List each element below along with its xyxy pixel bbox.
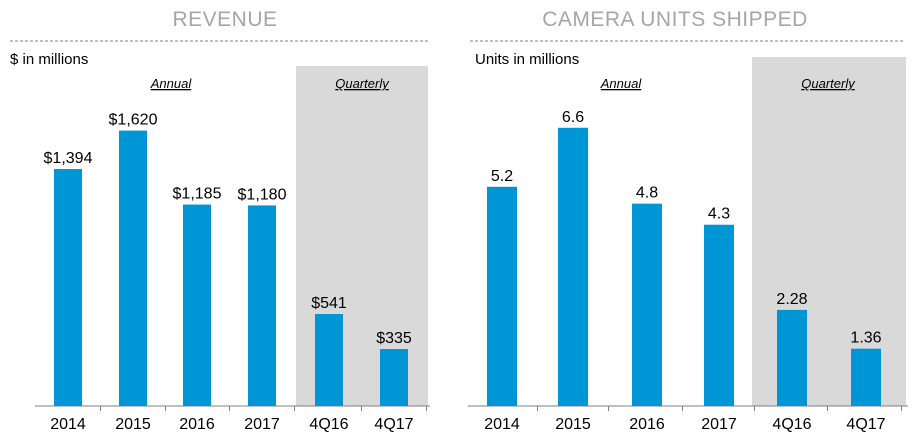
revenue-tick-label-2017: 2017 <box>244 416 280 433</box>
camera-units-data-label-2017: 4.3 <box>708 206 730 223</box>
camera-units-tick-label-2014: 2014 <box>484 416 520 433</box>
revenue-tick-label-2015: 2015 <box>115 416 151 433</box>
camera-units-tick-label-2017: 2017 <box>701 416 737 433</box>
revenue-tick-label-2016: 2016 <box>179 416 215 433</box>
revenue-quarterly-label: Quarterly <box>335 76 390 91</box>
camera-units-annual-label: Annual <box>600 76 643 91</box>
camera-units-data-label-4q17: 1.36 <box>850 330 881 347</box>
camera-units-quarterly-shade <box>752 57 906 406</box>
revenue-bars: $1,394 2014 $1,620 2015 $1,185 2016 $1,180 2017… <box>44 112 427 433</box>
camera-units-bar-4q17 <box>851 348 881 406</box>
camera-units-bar-2014 <box>487 186 517 406</box>
revenue-bar-4q17 <box>380 349 408 406</box>
camera-units-data-label-2016: 4.8 <box>636 185 658 202</box>
revenue-unit-label: $ in millions <box>10 51 88 68</box>
camera-units-bars: 5.2 2014 6.6 2015 4.8 2016 4.3 2017 2.28 4Q16 1.36… <box>484 109 902 433</box>
camera-units-data-label-4q16: 2.28 <box>776 291 807 308</box>
revenue-data-label-2015: $1,620 <box>109 112 158 129</box>
camera-units-tick-label-2015: 2015 <box>555 416 591 433</box>
camera-units-bar-4q16 <box>777 309 807 406</box>
revenue-bar-4q16 <box>315 314 343 406</box>
camera-units-tick-label-4q16: 4Q16 <box>772 416 811 433</box>
revenue-bar-2017 <box>248 205 276 406</box>
camera-units-bar-2016 <box>632 203 662 406</box>
revenue-data-label-2017: $1,180 <box>238 186 287 203</box>
camera-units-quarterly-label: Quarterly <box>801 76 856 91</box>
revenue-data-label-4q17: $335 <box>376 330 412 347</box>
revenue-data-label-2014: $1,394 <box>44 150 93 167</box>
revenue-tick-label-2014: 2014 <box>50 416 86 433</box>
revenue-data-label-2016: $1,185 <box>173 186 222 203</box>
revenue-chart: REVENUE $ in millions Annual Quarterly $… <box>10 8 430 433</box>
revenue-tick-label-4q16: 4Q16 <box>309 416 348 433</box>
camera-units-chart: CAMERA UNITS SHIPPED Units in millions A… <box>468 8 908 433</box>
revenue-bar-2016 <box>183 204 211 406</box>
camera-units-data-label-2014: 5.2 <box>491 168 513 185</box>
revenue-bar-2015 <box>119 130 147 406</box>
camera-units-tick-label-4q17: 4Q17 <box>846 416 885 433</box>
camera-units-data-label-2015: 6.6 <box>562 109 584 126</box>
revenue-tick-label-4q17: 4Q17 <box>374 416 413 433</box>
camera-units-unit-label: Units in millions <box>475 51 579 68</box>
camera-units-chart-title: CAMERA UNITS SHIPPED <box>542 8 808 31</box>
camera-units-tick-label-2016: 2016 <box>629 416 665 433</box>
revenue-data-label-4q16: $541 <box>311 295 347 312</box>
camera-units-bar-2017 <box>704 224 734 406</box>
revenue-bar-2014 <box>54 169 82 406</box>
revenue-chart-title: REVENUE <box>172 8 277 31</box>
camera-units-bar-2015 <box>558 127 588 407</box>
revenue-annual-label: Annual <box>150 76 193 91</box>
